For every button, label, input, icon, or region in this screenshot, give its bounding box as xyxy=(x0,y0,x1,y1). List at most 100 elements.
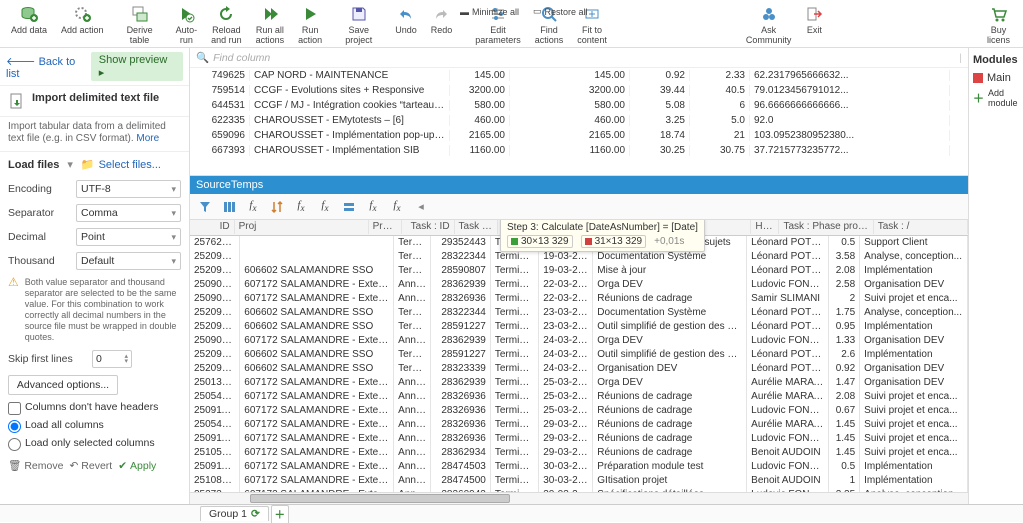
grid-row[interactable]: 25054972607172 SALAMANDRE - Extension ba… xyxy=(190,418,968,432)
grid-row[interactable]: 25091159607172 SALAMANDRE - Extension ba… xyxy=(190,404,968,418)
grid-row[interactable]: 25105547607172 SALAMANDRE - Extension ba… xyxy=(190,446,968,460)
sort-icon[interactable] xyxy=(266,196,288,218)
fx4-icon[interactable]: fx xyxy=(386,196,408,218)
fx2-icon[interactable]: fx xyxy=(314,196,336,218)
tab-group-1[interactable]: Group 1⟳ xyxy=(200,506,269,521)
data-preview-panel: 🔍Find column| 749625CAP NORD - MAINTENAN… xyxy=(190,48,968,504)
grid-row[interactable]: 25209398606602 SALAMANDRE SSOTerminé2859… xyxy=(190,264,968,278)
load-files-label: Load files xyxy=(8,159,59,171)
find-column-bar[interactable]: 🔍Find column| xyxy=(190,48,968,68)
bottom-tabs: Group 1⟳ ＋ xyxy=(0,504,1023,522)
data-grid[interactable]: IDProjProject : StateTask : IDTask : Eta… xyxy=(190,220,968,492)
filter-icon[interactable] xyxy=(194,196,216,218)
grid-row[interactable]: 25209397Terminé28322344Terminée19-03-202… xyxy=(190,250,968,264)
tab-run-icon[interactable]: ⟳ xyxy=(251,508,260,520)
undo-button[interactable]: Undo xyxy=(388,2,424,38)
add-tab-button[interactable]: ＋ xyxy=(271,505,289,523)
grid-row[interactable]: 25108045607172 SALAMANDRE - Extension ba… xyxy=(190,474,968,488)
advanced-options-button[interactable]: Advanced options... xyxy=(8,375,118,395)
folder-icon: 📁 xyxy=(81,158,95,171)
source-title-bar[interactable]: SourceTemps xyxy=(190,176,968,194)
load-all-radio[interactable] xyxy=(8,420,21,433)
reload-icon xyxy=(217,5,235,23)
preview-row[interactable]: 749625CAP NORD - MAINTENANCE145.00145.00… xyxy=(190,68,968,83)
grid-row[interactable]: 25209471606602 SALAMANDRE SSOTerminé2859… xyxy=(190,348,968,362)
grid-row[interactable]: 25013748607172 SALAMANDRE - Extension ba… xyxy=(190,376,968,390)
add-module-button[interactable]: ＋Add module xyxy=(973,88,1019,108)
import-settings-panel: 🡐 Back to list Show preview ▸ Import del… xyxy=(0,48,190,504)
add-action-button[interactable]: Add action xyxy=(54,2,111,38)
auto-run-icon xyxy=(177,5,195,23)
reload-run-button[interactable]: Reload and run xyxy=(204,2,249,48)
auto-run-button[interactable]: Auto- run xyxy=(169,2,205,48)
save-icon xyxy=(350,5,368,23)
decimal-select[interactable]: Point xyxy=(76,228,181,246)
no-headers-checkbox[interactable] xyxy=(8,402,21,415)
add-data-button[interactable]: Add data xyxy=(4,2,54,38)
remove-button[interactable]: 🗑Remove xyxy=(8,459,63,472)
exit-button[interactable]: Exit xyxy=(798,2,830,38)
trash-icon: 🗑 xyxy=(8,459,21,472)
preview-table: 749625CAP NORD - MAINTENANCE145.00145.00… xyxy=(190,68,968,176)
derive-table-icon xyxy=(131,5,149,23)
play-all-icon xyxy=(261,5,279,23)
fx3-icon[interactable]: fx xyxy=(362,196,384,218)
fx1-icon[interactable]: fx xyxy=(290,196,312,218)
grid-row[interactable]: 25090978607172 SALAMANDRE - Extension ba… xyxy=(190,292,968,306)
load-only-radio[interactable] xyxy=(8,438,21,451)
collapse-icon[interactable]: ▬ xyxy=(460,7,469,17)
redo-button[interactable]: Redo xyxy=(424,2,460,38)
module-main[interactable]: Main xyxy=(973,72,1019,84)
search-small-icon: 🔍 xyxy=(196,51,209,64)
columns-icon[interactable] xyxy=(218,196,240,218)
grid-row[interactable]: 25209469606602 SALAMANDRE SSOTerminé2859… xyxy=(190,320,968,334)
revert-button[interactable]: ↶Revert xyxy=(69,459,112,472)
warning-icon: ⚠ xyxy=(8,277,19,288)
derive-table-button[interactable]: Derive table xyxy=(120,2,160,48)
grid-row[interactable]: 25209468606602 SALAMANDRE SSOTerminé2832… xyxy=(190,362,968,376)
skip-lines-input[interactable]: 0▴▾ xyxy=(92,350,132,368)
grid-row[interactable]: 25054984607172 SALAMANDRE - Extension ba… xyxy=(190,390,968,404)
run-all-button[interactable]: Run all actions xyxy=(249,2,292,48)
back-to-list-link[interactable]: 🡐 Back to list xyxy=(6,54,91,80)
collapse-toolbar-icon[interactable]: ◂ xyxy=(410,196,432,218)
group-icon[interactable] xyxy=(338,196,360,218)
horizontal-scrollbar[interactable] xyxy=(190,492,968,504)
separator-select[interactable]: Comma xyxy=(76,204,181,222)
preview-row[interactable]: 644531CCGF / MJ - Intégration cookies “t… xyxy=(190,98,968,113)
import-file-icon xyxy=(8,92,26,110)
check-icon: ✔ xyxy=(118,460,127,472)
panel-description: Import tabular data from a delimited tex… xyxy=(0,117,189,152)
minimize-restore-group: ▬Minimize all ▭Restore all xyxy=(460,6,588,17)
grid-row[interactable]: 25090956607172 SALAMANDRE - Extension ba… xyxy=(190,334,968,348)
show-preview-button[interactable]: Show preview ▸ xyxy=(91,52,183,81)
preview-row[interactable]: 622335CHAROUSSET - EMytotests – [6]460.0… xyxy=(190,113,968,128)
grid-row[interactable]: 25090774607172 SALAMANDRE - Extension ba… xyxy=(190,278,968,292)
run-action-button[interactable]: Run action xyxy=(291,2,329,48)
play-icon xyxy=(301,5,319,23)
save-project-button[interactable]: Save project xyxy=(338,2,379,48)
buy-license-button[interactable]: Buy licens xyxy=(980,2,1017,48)
plus-gear-icon xyxy=(73,5,91,23)
more-link[interactable]: More xyxy=(136,133,159,144)
expand-icon[interactable]: ▭ xyxy=(533,6,542,17)
undo-icon xyxy=(397,5,415,23)
grid-row[interactable]: 25091163607172 SALAMANDRE - Extension ba… xyxy=(190,432,968,446)
step-tooltip: Step 3: Calculate [DateAsNumber] = [Date… xyxy=(500,220,705,252)
thousand-select[interactable]: Default xyxy=(76,252,181,270)
preview-row[interactable]: 667393CHAROUSSET - Implémentation SIB116… xyxy=(190,143,968,158)
plus-cylinder-icon xyxy=(20,5,38,23)
separator-warning: ⚠Both value separator and thousand separ… xyxy=(0,273,189,347)
revert-icon: ↶ xyxy=(69,460,78,472)
apply-button[interactable]: ✔Apply xyxy=(118,459,156,472)
preview-row[interactable]: 759514CCGF - Evolutions sites + Responsi… xyxy=(190,83,968,98)
ask-community-button[interactable]: Ask Community xyxy=(739,2,799,48)
encoding-select[interactable]: UTF-8 xyxy=(76,180,181,198)
grid-row[interactable]: 25091162607172 SALAMANDRE - Extension ba… xyxy=(190,460,968,474)
table-toolbar: fx fx fx fx fx ◂ xyxy=(190,194,968,220)
grid-row[interactable]: 25209467606602 SALAMANDRE SSOTerminé2832… xyxy=(190,306,968,320)
preview-row[interactable]: 659096CHAROUSSET - Implémentation pop-up… xyxy=(190,128,968,143)
select-files-button[interactable]: 📁Select files... xyxy=(81,158,161,171)
fx-rename-icon[interactable]: fx xyxy=(242,196,264,218)
community-icon xyxy=(760,5,778,23)
